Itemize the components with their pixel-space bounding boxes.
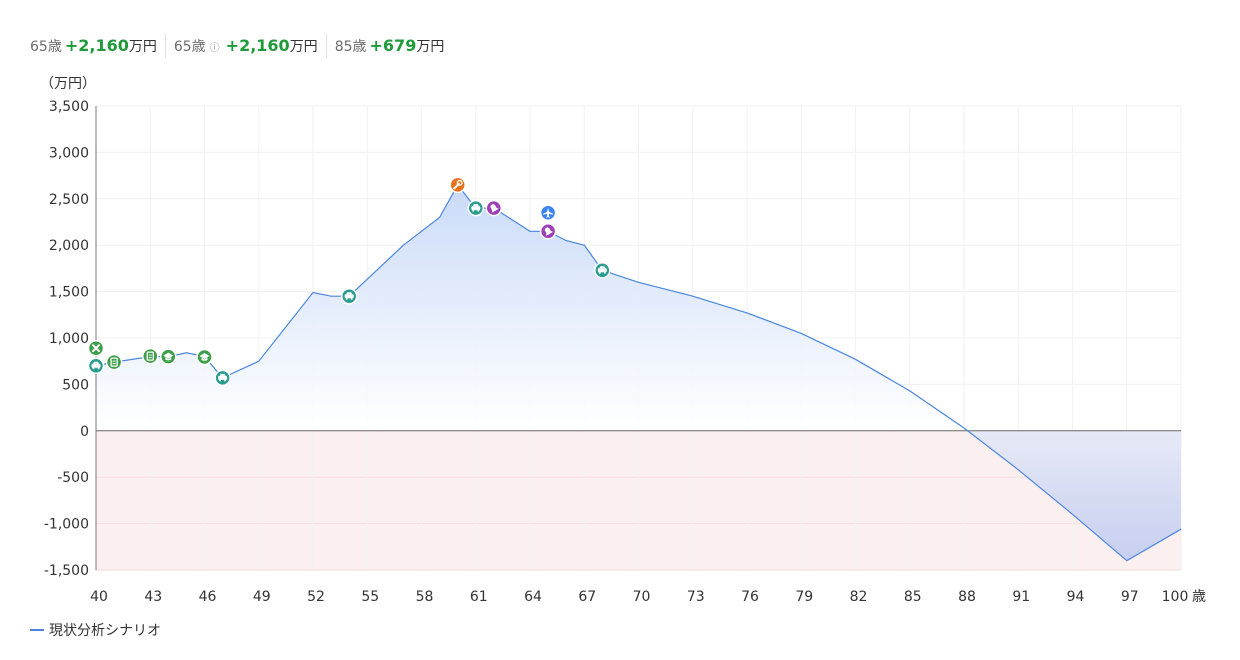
y-tick-label: 0 [80,424,89,440]
x-tick-label: 94 [1067,589,1085,605]
y-tick-label: 1,500 [49,285,89,301]
x-tick-label: 55 [361,589,379,605]
summary-value: +2,160 [225,36,290,55]
area-fill-negative [967,430,1181,561]
bell-icon[interactable] [539,223,557,240]
legend[interactable]: 現状分析シナリオ [30,620,161,640]
summary-item-1: 65歳 ⓘ +2,160 万円 [164,34,326,58]
wrench-icon[interactable] [449,176,466,194]
x-tick-label: 97 [1121,589,1139,605]
y-tick-label: -1,000 [44,517,89,533]
car-icon[interactable] [594,262,611,279]
car-icon[interactable] [87,357,105,375]
y-tick-label: 1,000 [49,331,89,347]
x-tick-label: 73 [687,589,705,605]
x-axis-unit: 歳 [1192,589,1206,605]
summary-age: 65歳 [30,39,62,55]
summary-value: +679 [369,36,417,55]
car-icon[interactable] [467,199,485,217]
x-tick-label: 58 [416,589,434,605]
x-axis-ticks: 40 43 46 49 52 55 58 61 64 67 70 73 76 79 82 85 88 91 94 97… [90,589,1188,605]
x-tick-label: 88 [958,589,976,605]
summary-bar: 65歳 +2,160 万円 65歳 ⓘ +2,160 万円 85歳 +679 万… [30,34,452,58]
document-icon[interactable] [105,353,123,371]
x-tick-label: 49 [253,589,271,605]
y-tick-label: 3,000 [49,145,89,161]
x-tick-label: 61 [470,589,488,605]
plane-icon[interactable] [539,204,557,221]
graduation-cap-icon[interactable] [160,348,177,365]
graduation-cap-icon[interactable] [196,348,213,366]
legend-line-swatch [30,629,44,631]
x-tick-label: 46 [199,589,217,605]
car-icon[interactable] [340,287,358,305]
summary-value: +2,160 [64,36,129,55]
summary-age: 85歳 [334,39,367,55]
summary-unit: 万円 [416,39,445,55]
car-icon[interactable] [214,369,231,387]
area-fill-positive [96,184,968,431]
y-tick-label: 2,500 [49,192,89,208]
x-tick-label: 76 [741,589,759,605]
info-icon[interactable]: ⓘ [209,43,220,54]
legend-label: 現状分析シナリオ [49,623,161,639]
summary-age: 65歳 [173,39,206,55]
y-axis-label: （万円） [40,76,96,92]
y-tick-label: 2,000 [49,238,89,254]
y-tick-label: -500 [57,470,89,486]
summary-unit: 万円 [128,39,157,55]
x-tick-label: 43 [144,589,162,605]
x-tick-label: 70 [633,589,651,605]
x-tick-label: 52 [307,589,325,605]
x-tick-label: 91 [1012,589,1030,605]
document-icon[interactable] [142,347,159,365]
summary-item-0: 65歳 +2,160 万円 [30,34,165,58]
y-axis-ticks: 3,500 3,000 2,500 2,000 1,500 1,000 500 0 -500 -1… [44,99,89,579]
x-tick-label: 100 [1162,589,1189,605]
x-icon[interactable] [87,339,105,357]
summary-item-2: 85歳 +679 万円 [325,34,453,58]
y-tick-label: 500 [62,377,89,393]
summary-unit: 万円 [289,39,318,55]
y-tick-label: -1,500 [44,563,89,579]
bell-icon[interactable] [485,199,503,217]
y-tick-label: 3,500 [49,99,89,115]
event-markers [87,176,611,387]
x-tick-label: 82 [850,589,868,605]
x-tick-label: 85 [904,589,922,605]
x-tick-label: 64 [524,589,542,605]
x-tick-label: 79 [795,589,813,605]
x-tick-label: 40 [90,589,108,605]
x-tick-label: 67 [578,589,596,605]
